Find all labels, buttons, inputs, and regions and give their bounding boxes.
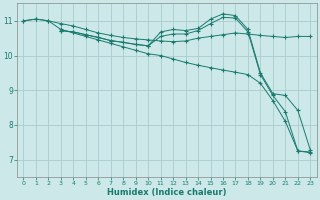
X-axis label: Humidex (Indice chaleur): Humidex (Indice chaleur) xyxy=(107,188,227,197)
